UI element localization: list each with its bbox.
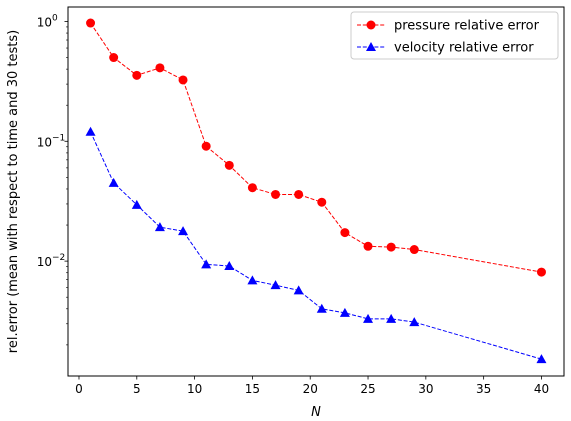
y-axis-label: rel.error (mean with respect to time and… bbox=[6, 30, 21, 353]
series-line bbox=[90, 131, 542, 360]
legend-item: pressure relative error bbox=[357, 19, 540, 34]
data-point bbox=[339, 307, 350, 317]
data-point bbox=[386, 313, 397, 323]
data-point bbox=[293, 285, 304, 295]
x-tick-label: 30 bbox=[418, 382, 433, 396]
data-point bbox=[131, 199, 142, 209]
x-tick-label: 0 bbox=[75, 382, 83, 396]
plot-background bbox=[68, 7, 564, 376]
data-point bbox=[363, 313, 374, 323]
data-point bbox=[270, 280, 281, 290]
y-tick-label: 10 bbox=[37, 255, 52, 269]
data-point bbox=[86, 18, 96, 28]
data-point bbox=[366, 20, 376, 30]
series-line bbox=[90, 22, 542, 273]
data-point bbox=[85, 126, 96, 136]
data-point bbox=[201, 141, 211, 151]
legend-label: velocity relative error bbox=[394, 41, 534, 56]
data-point bbox=[154, 222, 165, 232]
legend: pressure relative error velocity relative… bbox=[350, 11, 559, 60]
x-tick-label: 10 bbox=[187, 382, 202, 396]
series bbox=[86, 18, 546, 277]
data-point bbox=[247, 275, 258, 285]
legend-label: pressure relative error bbox=[394, 19, 540, 34]
data-point bbox=[386, 242, 396, 252]
data-point bbox=[363, 241, 373, 251]
x-tick-label: 25 bbox=[360, 382, 375, 396]
data-point bbox=[155, 63, 165, 73]
x-tick-label: 20 bbox=[303, 382, 318, 396]
data-point bbox=[224, 261, 235, 271]
x-tick-label: 35 bbox=[476, 382, 491, 396]
plot-frame bbox=[67, 6, 565, 377]
x-axis-label: N bbox=[311, 405, 321, 420]
data-point bbox=[109, 53, 119, 63]
y-tick-label: 10 bbox=[37, 135, 52, 149]
data-point bbox=[178, 226, 189, 236]
data-point bbox=[271, 189, 281, 199]
legend-box bbox=[350, 11, 559, 60]
x-tick-label: 40 bbox=[534, 382, 549, 396]
data-point bbox=[409, 245, 419, 255]
data-point bbox=[536, 354, 547, 364]
x-tick-label: 15 bbox=[245, 382, 260, 396]
x-tick-label: 5 bbox=[133, 382, 141, 396]
data-point bbox=[294, 189, 304, 199]
data-point bbox=[108, 177, 119, 187]
data-point bbox=[224, 160, 234, 170]
series-layer bbox=[85, 18, 547, 364]
data-point bbox=[201, 259, 212, 269]
series bbox=[85, 126, 547, 364]
y-tick-exponent: 0 bbox=[52, 13, 58, 23]
data-point bbox=[317, 197, 327, 207]
y-tick-exponent: −1 bbox=[52, 133, 65, 143]
data-point bbox=[536, 267, 546, 277]
legend-item: velocity relative error bbox=[357, 41, 534, 56]
data-point bbox=[132, 70, 142, 80]
data-point bbox=[340, 228, 350, 238]
y-tick-exponent: −2 bbox=[52, 253, 65, 263]
data-point bbox=[247, 183, 257, 193]
data-point bbox=[178, 75, 188, 85]
y-tick-label: 10 bbox=[37, 15, 52, 29]
data-point bbox=[366, 42, 376, 51]
data-point bbox=[409, 317, 420, 327]
data-point bbox=[316, 303, 327, 313]
